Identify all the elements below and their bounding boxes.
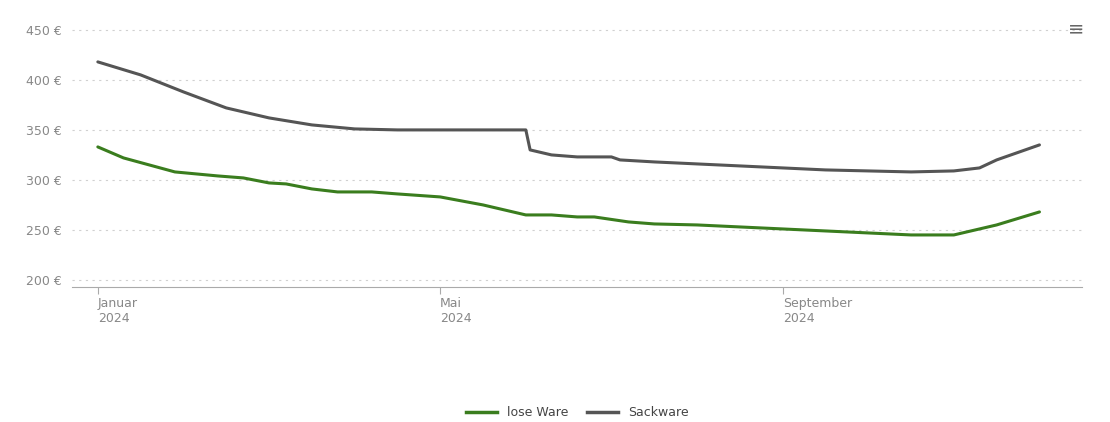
Legend: lose Ware, Sackware: lose Ware, Sackware	[461, 401, 694, 422]
Text: ≡: ≡	[1068, 19, 1084, 38]
